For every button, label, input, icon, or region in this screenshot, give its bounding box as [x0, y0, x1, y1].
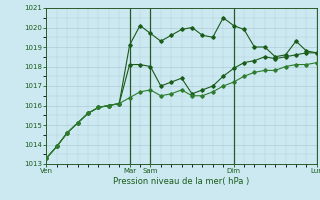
X-axis label: Pression niveau de la mer( hPa ): Pression niveau de la mer( hPa ) [114, 177, 250, 186]
